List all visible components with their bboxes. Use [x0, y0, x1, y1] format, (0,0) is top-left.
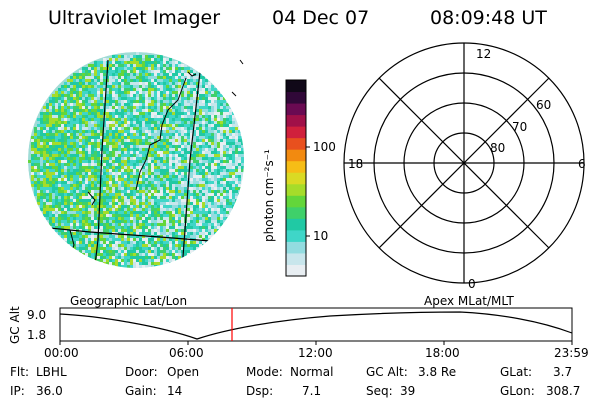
- mode-label: Mode:: [246, 365, 283, 379]
- altitude-curve: [59, 311, 573, 340]
- seq-value: 39: [400, 384, 416, 398]
- xtick-1800: 18:00: [425, 346, 460, 360]
- gain-label: Gain:: [125, 384, 157, 398]
- xtick-1200: 12:00: [298, 346, 333, 360]
- mlt-label-12: 12: [476, 47, 492, 61]
- xtick-0000: 00:00: [44, 346, 79, 360]
- ip-value: 36.0: [36, 384, 63, 398]
- xtick-2359: 23:59: [554, 346, 589, 360]
- flt-value: LBHL: [36, 365, 67, 379]
- time-label: 08:09:48 UT: [430, 7, 547, 29]
- lat-label-60: 60: [536, 98, 552, 112]
- gcalt-value: 3.8 Re: [418, 365, 457, 379]
- colorbar-units: photon cm⁻²s⁻¹: [262, 149, 276, 242]
- polar-plot: [343, 42, 585, 284]
- door-label: Door:: [125, 365, 158, 379]
- glon-value: 308.7: [546, 384, 581, 398]
- uv-image: [28, 52, 244, 268]
- colorbar-label-100: 100: [313, 140, 336, 154]
- dsp-label: Dsp:: [246, 384, 274, 398]
- colorbar: [285, 79, 310, 277]
- app-title: Ultraviolet Imager: [48, 7, 221, 29]
- image-caption: Geographic Lat/Lon: [70, 294, 188, 308]
- glon-label: GLon:: [500, 384, 535, 398]
- date-label: 04 Dec 07: [272, 7, 370, 29]
- door-value: Open: [167, 365, 200, 379]
- mlt-label-6: 6: [578, 157, 586, 171]
- dsp-value: 7.1: [302, 384, 322, 398]
- mlt-label-0: 0: [468, 277, 476, 291]
- polar-diagonal-2: [378, 77, 550, 249]
- xtick-0600: 06:00: [169, 346, 204, 360]
- gcalt-label: GC Alt:: [366, 365, 408, 379]
- lat-label-70: 70: [512, 120, 528, 134]
- altitude-plot: [59, 307, 573, 345]
- altitude-ytick-high: 9.0: [27, 308, 47, 322]
- gain-value: 14: [167, 384, 183, 398]
- polar-caption: Apex MLat/MLT: [424, 294, 514, 308]
- altitude-ytick-low: 1.8: [27, 328, 47, 342]
- glat-value: 3.7: [553, 365, 573, 379]
- altitude-ylabel: GC Alt: [8, 306, 22, 344]
- glat-label: GLat:: [500, 365, 533, 379]
- seq-label: Seq:: [366, 384, 393, 398]
- colorbar-label-10: 10: [313, 229, 329, 243]
- mode-value: Normal: [290, 365, 334, 379]
- mlt-label-18: 18: [348, 157, 364, 171]
- lat-label-80: 80: [490, 141, 506, 155]
- ip-label: IP:: [10, 384, 25, 398]
- flt-label: Flt:: [10, 365, 29, 379]
